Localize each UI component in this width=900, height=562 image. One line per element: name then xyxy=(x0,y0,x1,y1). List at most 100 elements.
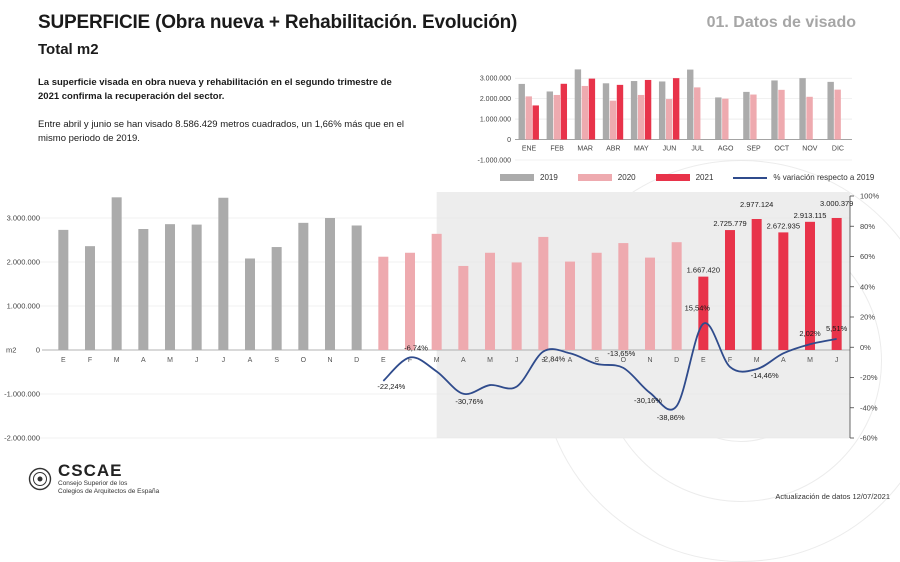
top-bar-2020 xyxy=(637,94,645,140)
variation-label: -38,86% xyxy=(657,413,685,422)
x-tick-label: S xyxy=(274,357,279,364)
right-y-tick-label: 80% xyxy=(860,222,875,231)
top-bar-2019 xyxy=(518,83,525,140)
variation-label: -6,74% xyxy=(404,343,428,352)
x-tick-label: M xyxy=(754,357,760,364)
top-y-tick-label: 2.000.000 xyxy=(480,96,511,103)
bar-value-label: 2.977.124 xyxy=(740,200,773,209)
top-bar-2019 xyxy=(546,91,554,140)
x-tick-label: E xyxy=(381,357,386,364)
x-tick-label: F xyxy=(728,357,732,364)
x-tick-label: E xyxy=(61,357,66,364)
top-bar-2020 xyxy=(553,94,561,140)
main-y-tick-label: 0 xyxy=(36,346,40,355)
legend-item-2019: 2019 xyxy=(500,173,558,182)
bar-2021 xyxy=(725,230,735,350)
x-tick-label: J xyxy=(515,357,519,364)
top-bar-2021 xyxy=(616,84,624,140)
bar-2020 xyxy=(405,252,415,350)
top-bar-2020 xyxy=(525,96,532,140)
summary-highlight: La superficie visada en obra nueva y reh… xyxy=(38,77,392,102)
variation-label: 2,02% xyxy=(799,329,821,338)
right-y-tick-label: 40% xyxy=(860,282,875,291)
bar-value-label: 1.667.420 xyxy=(687,266,720,275)
x-tick-label: N xyxy=(327,357,332,364)
top-bar-2021 xyxy=(644,79,652,140)
top-x-tick-label: JUN xyxy=(663,146,677,153)
top-x-tick-label: AGO xyxy=(718,146,734,153)
top-y-tick-label: 0 xyxy=(507,137,511,144)
legend-label-variation: % variación respecto a 2019 xyxy=(773,173,875,182)
top-y-tick-label: -1.000.000 xyxy=(478,158,512,165)
summary-detail: Entre abril y junio se han visado 8.586.… xyxy=(38,119,404,144)
variation-label: -2,84% xyxy=(541,355,565,364)
x-tick-label: M xyxy=(114,357,120,364)
x-tick-label: F xyxy=(88,357,92,364)
top-x-tick-label: ENE xyxy=(522,146,537,153)
bar-2020 xyxy=(538,236,549,350)
bar-2019 xyxy=(218,197,229,350)
logo-subtitle-line-2: Colegios de Arquitectos de España xyxy=(58,488,160,495)
bar-2021 xyxy=(751,219,762,350)
x-tick-label: D xyxy=(674,357,679,364)
right-y-tick-label: 20% xyxy=(860,313,875,322)
x-tick-label: A xyxy=(568,357,573,364)
top-bar-2019 xyxy=(771,80,778,140)
bar-2020 xyxy=(565,261,575,350)
update-date: Actualización de datos 12/07/2021 xyxy=(775,492,890,501)
legend-item-2020: 2020 xyxy=(577,173,636,182)
chart-legend: 2019 2020 2021 % variación respecto a 20… xyxy=(500,173,894,182)
page-title: SUPERFICIE (Obra nueva + Rehabilitación.… xyxy=(38,12,518,33)
legend-label-2021: 2021 xyxy=(695,173,714,182)
logo-name: CSCAE xyxy=(58,461,123,480)
right-y-tick-label: 0% xyxy=(860,343,871,352)
logo-subtitle-line-1: Consejo Superior de los xyxy=(58,480,128,487)
x-tick-label: M xyxy=(167,357,173,364)
bar-2020 xyxy=(378,256,389,350)
bar-2020 xyxy=(618,243,629,350)
main-y-tick-label: -2.000.000 xyxy=(4,434,40,443)
bar-value-label: 2.913.115 xyxy=(794,211,827,220)
bar-2021 xyxy=(698,276,709,350)
right-y-tick-label: 60% xyxy=(860,252,875,261)
top-bar-2019 xyxy=(574,69,582,140)
top-bar-2019 xyxy=(799,78,806,140)
bar-2019 xyxy=(298,222,309,350)
top-bar-2019 xyxy=(687,69,694,140)
top-bar-2020 xyxy=(750,94,757,140)
bar-2019 xyxy=(138,229,149,350)
x-tick-label: A xyxy=(461,357,466,364)
right-y-tick-label: -60% xyxy=(860,434,878,443)
x-tick-label: E xyxy=(701,357,706,364)
variation-line xyxy=(382,322,837,411)
bar-2019 xyxy=(271,247,282,350)
x-tick-label: O xyxy=(621,357,627,364)
top-y-tick-label: 1.000.000 xyxy=(480,117,511,124)
x-tick-label: A xyxy=(248,357,253,364)
top-bar-2019 xyxy=(602,83,610,140)
bar-2019 xyxy=(351,225,362,350)
variation-label: 5,51% xyxy=(826,324,848,333)
top-y-tick-label: 3.000.000 xyxy=(480,76,511,83)
top-x-tick-label: ABR xyxy=(606,146,620,153)
variation-label: -22,24% xyxy=(377,382,405,391)
top-bar-2020 xyxy=(694,87,701,140)
x-tick-label: J xyxy=(835,357,839,364)
top-x-tick-label: NOV xyxy=(802,146,818,153)
legend-label-2019: 2019 xyxy=(540,173,558,182)
top-bar-2021 xyxy=(560,83,568,140)
variation-label: -14,46% xyxy=(751,371,779,380)
top-bar-2021 xyxy=(672,78,680,140)
x-tick-label: M xyxy=(487,357,493,364)
main-y-tick-label: 2.000.000 xyxy=(7,258,40,267)
bar-2019 xyxy=(58,229,69,350)
x-tick-label: O xyxy=(301,357,307,364)
top-bar-2020 xyxy=(806,96,813,140)
top-bar-2019 xyxy=(827,81,834,140)
monthly-comparison-chart: -1.000.000 0 1.000.000 2.000.000 3.000.000 EN… xyxy=(478,69,852,165)
top-bar-2019 xyxy=(658,81,666,140)
main-y-tick-label: -1.000.000 xyxy=(4,390,40,399)
top-x-tick-label: SEP xyxy=(747,146,761,153)
top-bar-2021 xyxy=(532,105,539,140)
legend-swatch-2021 xyxy=(655,174,690,181)
